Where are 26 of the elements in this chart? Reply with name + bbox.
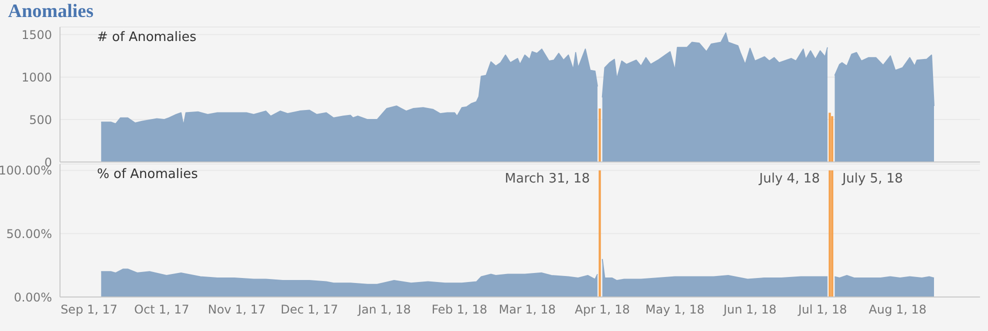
x-tick-label: Dec 1, 17 bbox=[280, 302, 338, 317]
x-tick-label: Jun 1, 18 bbox=[722, 302, 777, 317]
x-tick-label: May 1, 18 bbox=[645, 302, 705, 317]
bar bbox=[828, 112, 831, 162]
y-tick-label: 1000 bbox=[21, 70, 52, 84]
x-tick-label: Feb 1, 18 bbox=[432, 302, 488, 317]
x-tick-label: Nov 1, 17 bbox=[208, 302, 266, 317]
bar bbox=[831, 116, 834, 162]
annotation: July 4, 18 bbox=[758, 172, 820, 187]
annotation: March 31, 18 bbox=[504, 172, 590, 187]
annotation: July 5, 18 bbox=[841, 172, 903, 187]
y-tick-label: 1500 bbox=[21, 28, 52, 42]
y-tick-label: 0.00% bbox=[14, 290, 52, 304]
y-tick-label: 50.00% bbox=[6, 226, 52, 241]
x-tick-label: Jul 1, 18 bbox=[797, 302, 848, 317]
y-axis-title: # of Anomalies bbox=[97, 30, 196, 45]
chart-title: Anomalies bbox=[7, 0, 94, 24]
y-axis-title: % of Anomalies bbox=[97, 167, 198, 182]
x-tick-label: Aug 1, 18 bbox=[868, 302, 927, 317]
x-tick-label: Apr 1, 18 bbox=[574, 302, 630, 317]
y-tick-label: 500 bbox=[29, 112, 52, 127]
x-tick-label: Oct 1, 17 bbox=[134, 302, 190, 317]
x-tick-label: Sep 1, 17 bbox=[60, 302, 118, 317]
bar bbox=[598, 108, 601, 162]
x-tick-label: Mar 1, 18 bbox=[498, 302, 556, 317]
x-tick-label: Jan 1, 18 bbox=[356, 302, 411, 317]
